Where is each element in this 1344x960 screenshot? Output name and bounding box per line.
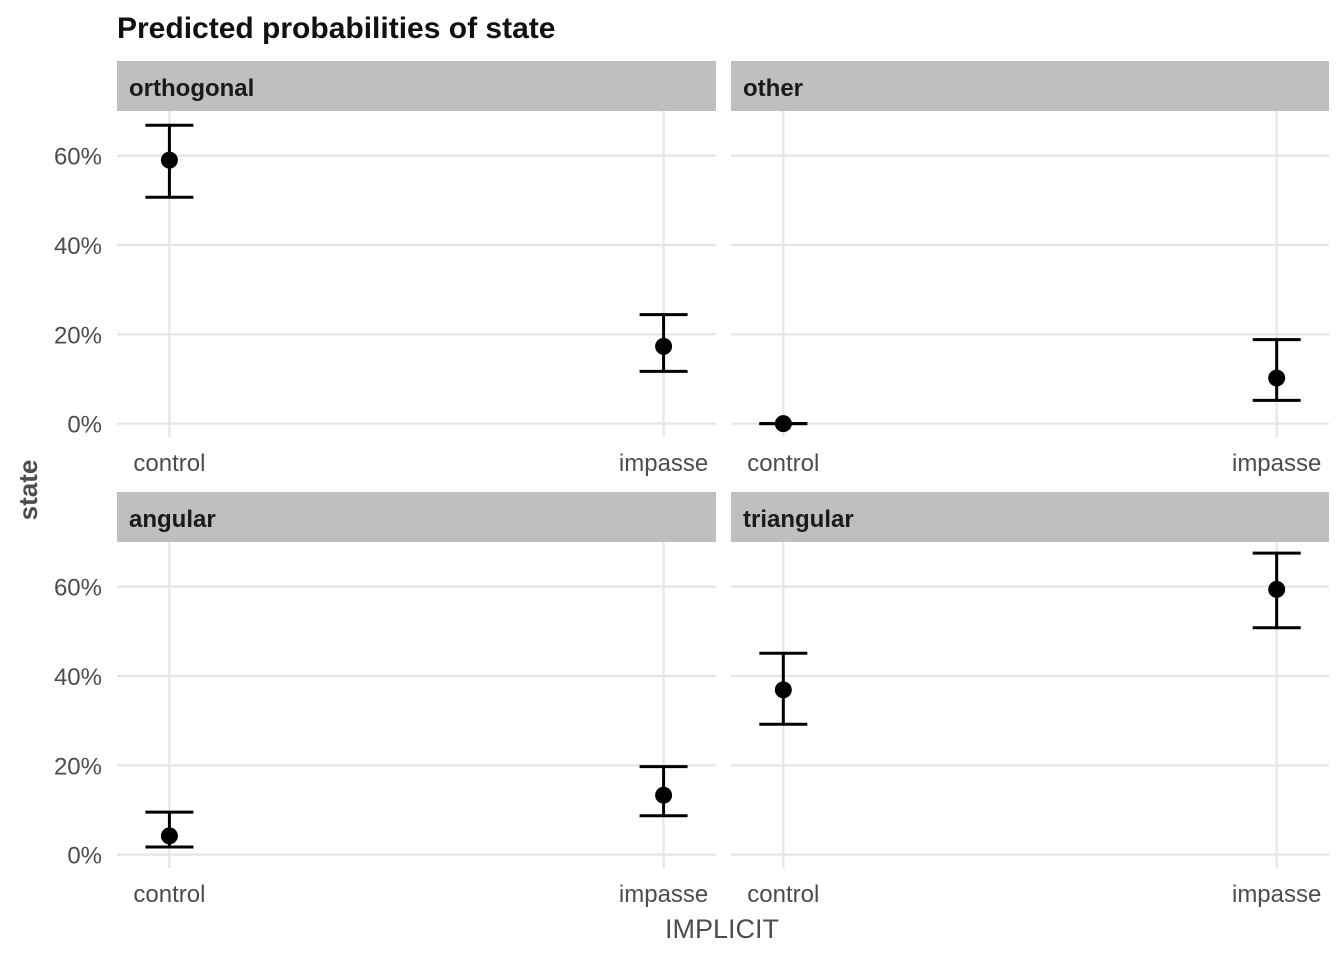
- x-tick-label: impasse: [619, 450, 708, 477]
- data-point: [774, 681, 792, 699]
- x-tick-label: control: [133, 881, 205, 908]
- strip-label: triangular: [743, 506, 854, 533]
- strip-background: [731, 61, 1329, 111]
- panel-other: other control impasse: [731, 61, 1329, 477]
- data-point: [655, 786, 673, 804]
- chart-title: Predicted probabilities of state: [117, 12, 555, 45]
- y-tick-label: 40%: [54, 233, 102, 260]
- y-tick-label: 20%: [54, 753, 102, 780]
- y-tick-label: 60%: [54, 144, 102, 171]
- x-tick-label: impasse: [1232, 450, 1321, 477]
- panel-triangular: triangular control impasse: [731, 492, 1329, 908]
- strip-background: [117, 61, 716, 111]
- y-tick-label: 60%: [54, 575, 102, 602]
- x-tick-label: impasse: [1232, 881, 1321, 908]
- data-point: [160, 151, 178, 169]
- y-tick-label: 20%: [54, 322, 102, 349]
- data-point: [774, 415, 792, 433]
- data-point: [160, 827, 178, 845]
- y-tick-label: 40%: [54, 664, 102, 691]
- panel-angular: angular 0% 20% 40% 60% control impasse: [54, 492, 716, 908]
- y-tick-label: 0%: [67, 412, 102, 439]
- strip-label: angular: [129, 506, 216, 533]
- panel-orthogonal: orthogonal 0% 20% 40% 60% control impasse: [54, 61, 716, 477]
- strip-label: orthogonal: [129, 75, 254, 102]
- x-tick-label: impasse: [619, 881, 708, 908]
- strip-background: [731, 492, 1329, 542]
- x-axis-title: IMPLICIT: [665, 914, 779, 944]
- x-tick-label: control: [747, 881, 819, 908]
- strip-label: other: [743, 75, 803, 102]
- x-tick-label: control: [133, 450, 205, 477]
- y-tick-label: 0%: [67, 843, 102, 870]
- data-point: [1268, 580, 1286, 598]
- data-point: [1268, 369, 1286, 387]
- x-tick-label: control: [747, 450, 819, 477]
- y-axis-title: state: [13, 460, 43, 521]
- data-point: [655, 337, 673, 355]
- strip-background: [117, 492, 716, 542]
